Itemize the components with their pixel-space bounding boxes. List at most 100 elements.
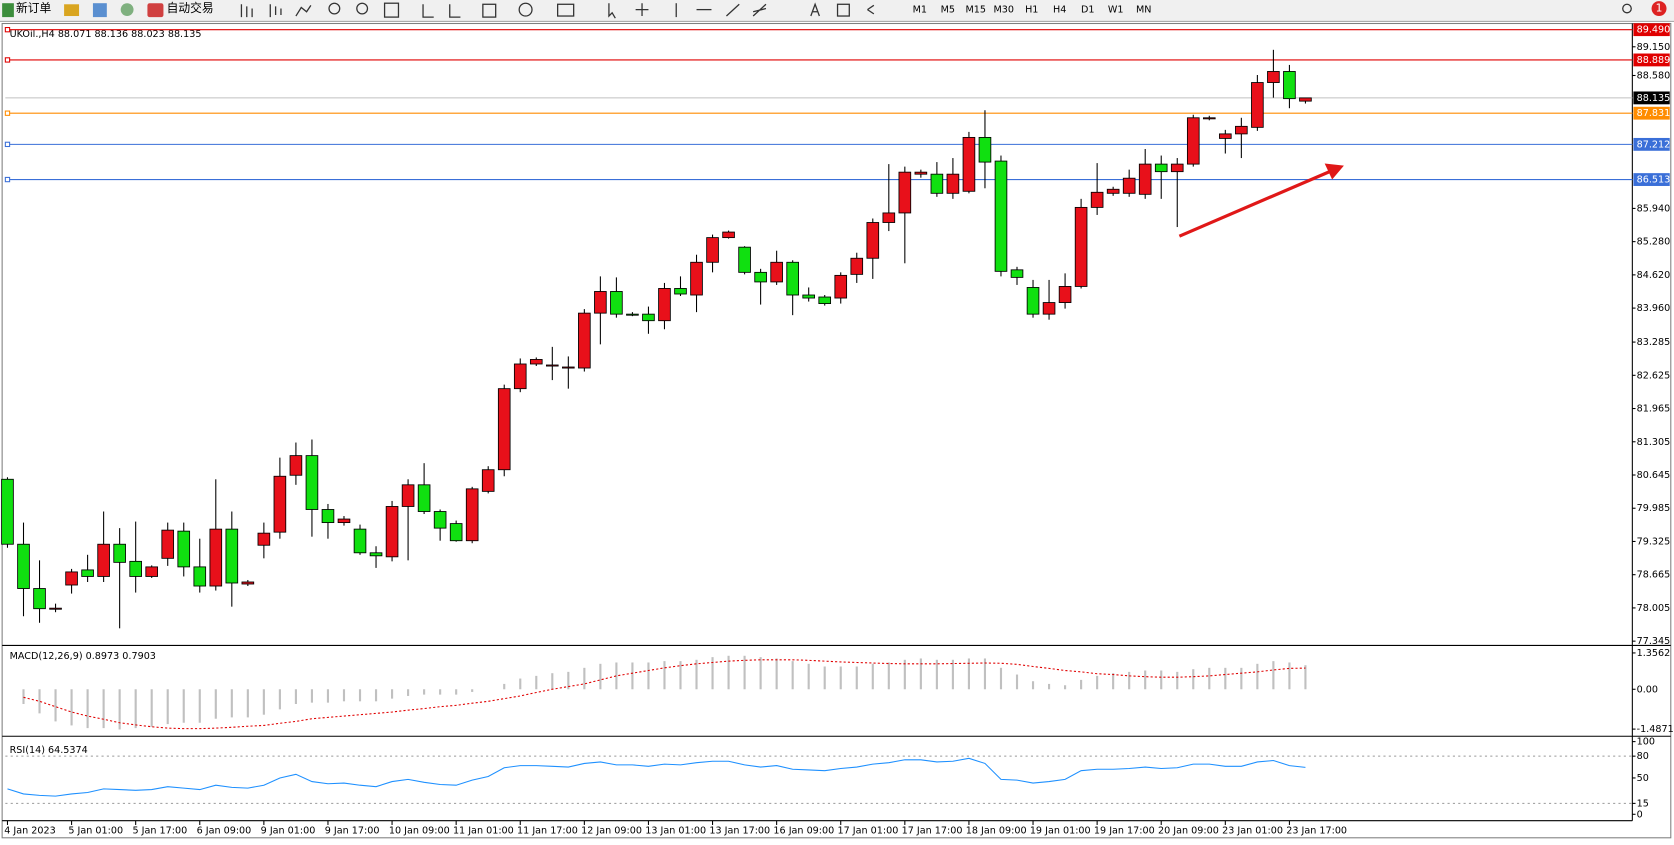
price-level-tag: [1633, 173, 1670, 186]
x-tick-label: 13 Jan 01:00: [645, 825, 706, 836]
level-handle: [4, 141, 11, 148]
pane-title: RSI(14) 64.5374: [10, 745, 88, 756]
tool-icon[interactable]: [269, 4, 282, 18]
candle-body: [1, 478, 14, 545]
candle-body: [642, 313, 655, 322]
tool-icons[interactable]: [240, 2, 1632, 19]
level-handle: [4, 27, 11, 33]
timeframes: M1 M5 M15 M30 H1 H4 D1 W1 MN: [913, 5, 1152, 16]
timeframe-button[interactable]: H1: [1025, 5, 1038, 16]
new-order-icon[interactable]: [2, 3, 14, 18]
trendline-tool[interactable]: [725, 3, 740, 17]
channel-tool[interactable]: [752, 3, 767, 17]
candle-body: [722, 231, 735, 239]
y-tick-label: 100: [1637, 737, 1655, 748]
tool-icon[interactable]: [64, 4, 80, 17]
tool-icon[interactable]: [449, 4, 461, 18]
cursor-tool[interactable]: [608, 3, 616, 19]
candle-body: [626, 313, 639, 316]
tool-icon[interactable]: [328, 2, 341, 15]
candle-body: [1186, 117, 1200, 165]
price-level-tag: [1633, 137, 1670, 151]
tool-icon[interactable]: [295, 4, 312, 17]
tool-icon[interactable]: [518, 2, 533, 17]
crosshair-tool[interactable]: [635, 3, 649, 17]
y-tick-label: 81.965: [1637, 404, 1671, 415]
candle-body: [850, 257, 864, 275]
tool-icon[interactable]: [240, 4, 253, 18]
level-handle: [4, 57, 11, 63]
notification-badge[interactable]: [1651, 1, 1667, 17]
timeframe-button[interactable]: M5: [941, 5, 955, 16]
candle-body: [786, 261, 799, 296]
x-tick-label: 11 Jan 17:00: [517, 825, 578, 836]
tool-icon[interactable]: [356, 2, 369, 15]
candle-body: [898, 171, 912, 214]
text-tool[interactable]: [810, 2, 820, 17]
x-tick-label: 12 Jan 09:00: [581, 825, 642, 836]
y-tick-label: 89.150: [1637, 42, 1671, 53]
x-tick-label: 4 Jan 2023: [4, 825, 55, 836]
x-tick-label: 17 Jan 17:00: [902, 825, 963, 836]
candle-body: [1219, 133, 1232, 139]
auto-trading-button[interactable]: 自动交易: [167, 1, 214, 15]
candle-body: [1074, 206, 1088, 287]
tool-icon[interactable]: [383, 2, 400, 18]
x-tick-label: 9 Jan 01:00: [261, 825, 316, 836]
y-tick-label: 50: [1637, 773, 1649, 784]
y-tick-label: 82.625: [1637, 370, 1671, 381]
search-icon[interactable]: [1622, 3, 1632, 14]
y-tick-label: 84.620: [1637, 270, 1671, 281]
timeframe-button[interactable]: M15: [966, 5, 987, 16]
tool-icon[interactable]: [557, 3, 575, 17]
timeframe-button[interactable]: M30: [993, 5, 1014, 16]
price-level-label: 87.212: [1637, 139, 1671, 150]
candle-body: [449, 523, 463, 542]
timeframe-button[interactable]: MN: [1136, 5, 1151, 16]
candle-body: [1138, 163, 1152, 195]
candle-body: [193, 566, 207, 587]
candle-body: [706, 237, 719, 263]
y-tick-label: 1.3562: [1637, 648, 1671, 659]
candle-body: [578, 312, 591, 369]
new-order-button[interactable]: 新订单: [16, 1, 51, 15]
candle-body: [113, 543, 126, 563]
candle-body: [241, 581, 255, 585]
candle-body: [321, 509, 335, 524]
label-tool[interactable]: [836, 3, 850, 17]
candle-body: [1283, 71, 1296, 100]
arrow-tool[interactable]: [867, 4, 875, 15]
candle-body: [465, 488, 479, 542]
auto-trading-icon[interactable]: [147, 3, 164, 18]
x-tick-label: 10 Jan 09:00: [389, 825, 450, 836]
tool-icon[interactable]: [120, 3, 134, 17]
candle-body: [97, 543, 110, 577]
candle-body: [1170, 163, 1184, 173]
tool-icon[interactable]: [482, 3, 497, 18]
candle-body: [33, 588, 46, 610]
candle-body: [65, 571, 78, 586]
timeframe-button[interactable]: W1: [1108, 5, 1124, 16]
timeframe-button[interactable]: D1: [1081, 5, 1095, 16]
candle-body: [513, 363, 527, 390]
pane-title: MACD(12,26,9) 0.8973 0.7903: [10, 651, 156, 662]
candle-body: [545, 364, 559, 367]
y-tick-label: 79.985: [1637, 503, 1671, 514]
candle-body: [257, 532, 271, 546]
candle-body: [690, 261, 703, 296]
tool-icon[interactable]: [422, 4, 434, 18]
x-tick-label: 9 Jan 17:00: [325, 825, 380, 836]
x-tick-label: 16 Jan 09:00: [773, 825, 834, 836]
candle-body: [674, 288, 687, 295]
timeframe-button[interactable]: M1: [913, 5, 927, 16]
candle-body: [946, 173, 960, 194]
candle-body: [177, 530, 191, 568]
price-level-label: 89.490: [1637, 25, 1671, 36]
candle-body: [882, 212, 896, 223]
tool-icon[interactable]: [92, 3, 107, 18]
timeframe-button[interactable]: H4: [1053, 5, 1066, 16]
x-tick-label: 19 Jan 01:00: [1030, 825, 1091, 836]
y-tick-label: 81.305: [1637, 437, 1671, 448]
candle-body: [529, 359, 543, 365]
y-tick-label: 77.345: [1637, 636, 1671, 647]
